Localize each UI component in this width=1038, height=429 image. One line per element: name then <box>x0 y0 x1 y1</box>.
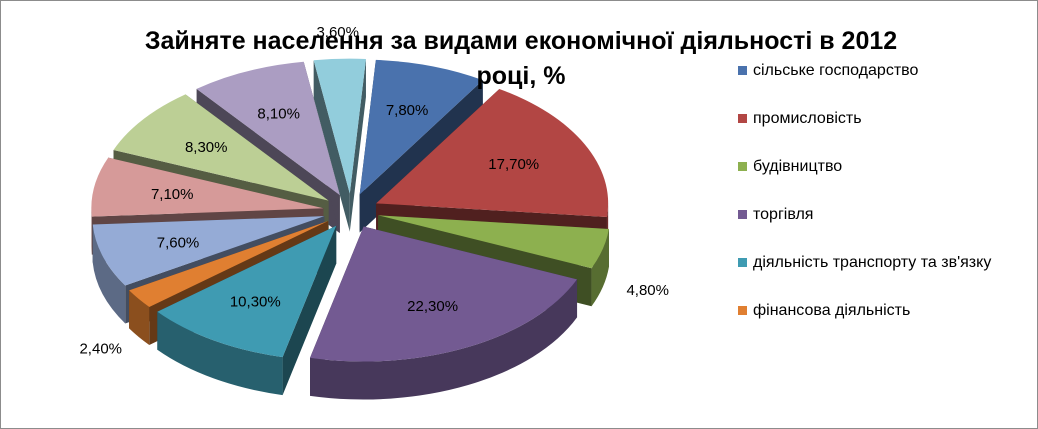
legend-label: промисловість <box>753 110 862 127</box>
data-label: 22,30% <box>407 298 458 315</box>
legend-swatch <box>738 114 747 123</box>
data-label: 8,30% <box>185 139 228 156</box>
data-label: 4,80% <box>626 282 669 299</box>
legend-label: фінансова діяльність <box>753 302 910 319</box>
legend-swatch <box>738 210 747 219</box>
data-label: 7,80% <box>386 102 429 119</box>
pie-slice <box>157 225 337 396</box>
legend-swatch <box>738 162 747 171</box>
data-label: 10,30% <box>230 293 281 310</box>
legend-swatch <box>738 66 747 75</box>
legend-item: будівництво <box>738 158 842 175</box>
data-label: 7,60% <box>157 235 200 252</box>
legend-swatch <box>738 258 747 267</box>
chart-title-line2: році, % <box>477 62 566 90</box>
legend-label: будівництво <box>753 158 842 175</box>
data-label: 8,10% <box>257 105 300 122</box>
legend-item: торгівля <box>738 206 813 223</box>
legend-label: сільське господарство <box>753 62 918 79</box>
data-label: 7,10% <box>151 186 194 203</box>
pie-slice <box>310 226 578 400</box>
chart-title-line1: Зайняте населення за видами економічної … <box>145 27 897 55</box>
pie-slice <box>313 58 366 232</box>
legend-item: фінансова діяльність <box>738 302 910 319</box>
legend-item: сільське господарство <box>738 62 918 79</box>
legend-item: промисловість <box>738 110 862 127</box>
pie-slices <box>91 58 609 400</box>
data-label: 3,60% <box>316 24 359 41</box>
legend-item: діяльність транспорту та зв'язку <box>738 254 991 271</box>
legend-label: діяльність транспорту та зв'язку <box>753 254 991 271</box>
legend-swatch <box>738 306 747 315</box>
legend: сільське господарство промисловість будівн… <box>738 62 991 319</box>
data-label: 17,70% <box>488 156 539 173</box>
data-labels: 7,80% 17,70% 4,80% 22,30% 10,30% 2,40% 7,60% 7,… <box>79 24 669 358</box>
legend-label: торгівля <box>753 206 813 223</box>
data-label: 2,40% <box>79 341 122 358</box>
